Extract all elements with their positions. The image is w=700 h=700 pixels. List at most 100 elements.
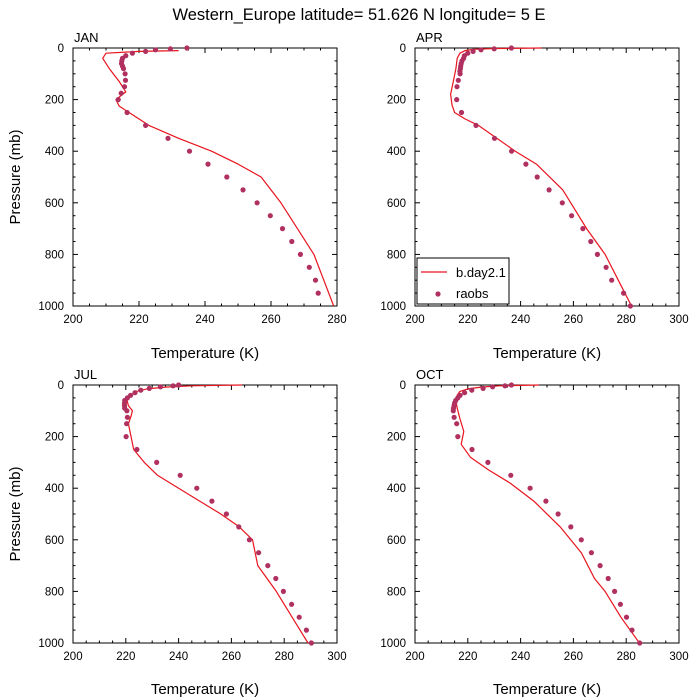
x-axis-label: Temperature (K) xyxy=(151,681,259,698)
y-axis-label: Pressure (mb) xyxy=(7,129,24,224)
y-tick-label: 800 xyxy=(387,586,406,598)
raobs-point xyxy=(454,84,460,90)
panel-label: JUL xyxy=(74,367,97,382)
raobs-point xyxy=(612,588,618,595)
raobs-point xyxy=(629,627,635,633)
raobs-point xyxy=(478,47,484,53)
raobs-point xyxy=(306,264,312,270)
y-tick-label: 600 xyxy=(45,535,64,547)
raobs-point xyxy=(167,46,173,52)
raobs-point xyxy=(578,537,584,543)
raobs-point xyxy=(122,71,128,77)
y-tick-label: 800 xyxy=(45,586,64,598)
x-tick-label: 220 xyxy=(458,314,477,326)
raobs-point xyxy=(605,575,611,582)
x-tick-label: 280 xyxy=(327,314,346,326)
raobs-point xyxy=(543,498,549,504)
raobs-point xyxy=(588,550,595,556)
x-tick-label: 260 xyxy=(222,651,241,663)
raobs-point xyxy=(165,135,171,141)
raobs-point xyxy=(177,472,183,478)
y-tick-label: 200 xyxy=(387,95,406,107)
raobs-point xyxy=(455,434,461,440)
raobs-point xyxy=(603,264,609,270)
raobs-point xyxy=(143,48,149,55)
raobs-point xyxy=(450,408,456,414)
raobs-point xyxy=(209,498,215,504)
raobs-point xyxy=(594,251,601,257)
y-tick-label: 0 xyxy=(58,43,64,55)
legend-box xyxy=(416,257,510,305)
y-tick-label: 0 xyxy=(400,380,406,392)
x-tick-label: 260 xyxy=(564,314,583,326)
raobs-point xyxy=(559,200,565,206)
raobs-point xyxy=(123,434,129,440)
panel-label: APR xyxy=(416,30,443,45)
raobs-point xyxy=(315,290,321,296)
x-axis-label: Temperature (K) xyxy=(493,681,601,698)
raobs-point xyxy=(129,50,135,56)
raobs-point xyxy=(580,226,586,232)
raobs-point xyxy=(637,640,643,646)
raobs-point xyxy=(143,122,149,128)
y-tick-label: 1000 xyxy=(38,638,64,650)
raobs-point xyxy=(609,277,615,283)
y-tick-label: 800 xyxy=(45,249,64,261)
y-tick-label: 1000 xyxy=(38,301,64,313)
raobs-point xyxy=(490,384,496,390)
raobs-point xyxy=(568,524,574,530)
x-tick-label: 240 xyxy=(169,651,188,663)
raobs-point xyxy=(246,537,252,543)
raobs-point xyxy=(312,277,319,283)
raobs-point xyxy=(124,408,130,414)
y-tick-label: 400 xyxy=(45,146,64,158)
panel-label: JAN xyxy=(74,30,99,45)
x-tick-label: 240 xyxy=(511,651,530,663)
plot-frame xyxy=(72,384,338,644)
plot-frame xyxy=(72,47,338,307)
raobs-point xyxy=(569,213,575,219)
y-tick-label: 600 xyxy=(387,198,406,210)
raobs-point xyxy=(280,588,286,595)
raobs-point xyxy=(462,390,468,396)
raobs-point xyxy=(186,148,193,154)
y-tick-label: 400 xyxy=(45,483,64,495)
raobs-point xyxy=(509,148,515,154)
raobs-point xyxy=(122,77,129,83)
raobs-point xyxy=(184,45,190,51)
raobs-point xyxy=(491,46,497,52)
raobs-point xyxy=(205,161,211,167)
x-tick-label: 240 xyxy=(511,314,530,326)
raobs-point xyxy=(527,485,533,491)
raobs-point xyxy=(124,109,130,116)
raobs-point xyxy=(457,71,463,77)
model-line xyxy=(455,384,640,644)
figure-title: Western_Europe latitude= 51.626 N longit… xyxy=(172,6,545,24)
panel-label: OCT xyxy=(416,367,444,382)
raobs-point xyxy=(176,382,182,388)
raobs-point xyxy=(138,387,144,393)
legend: b.day2.1 raobs xyxy=(416,257,510,305)
raobs-point xyxy=(451,414,457,420)
raobs-point xyxy=(303,627,309,633)
x-tick-label: 300 xyxy=(327,651,346,663)
x-tick-label: 200 xyxy=(405,651,424,663)
raobs-point xyxy=(458,109,465,116)
x-tick-label: 260 xyxy=(261,314,280,326)
raobs-point xyxy=(132,390,138,396)
raobs-point xyxy=(124,414,130,420)
raobs-point xyxy=(470,48,476,55)
raobs-point xyxy=(154,459,160,465)
y-tick-label: 400 xyxy=(387,483,406,495)
x-tick-label: 280 xyxy=(617,651,636,663)
y-tick-label: 600 xyxy=(45,198,64,210)
x-tick-label: 240 xyxy=(195,314,214,326)
x-tick-label: 300 xyxy=(669,651,688,663)
x-tick-label: 260 xyxy=(564,651,583,663)
raobs-point xyxy=(146,385,152,391)
plot-area: 200 220 240 260 280 0 200 400 600 800 1000 xyxy=(38,43,346,326)
y-tick-label: 1000 xyxy=(380,638,406,650)
raobs-point xyxy=(256,550,262,556)
